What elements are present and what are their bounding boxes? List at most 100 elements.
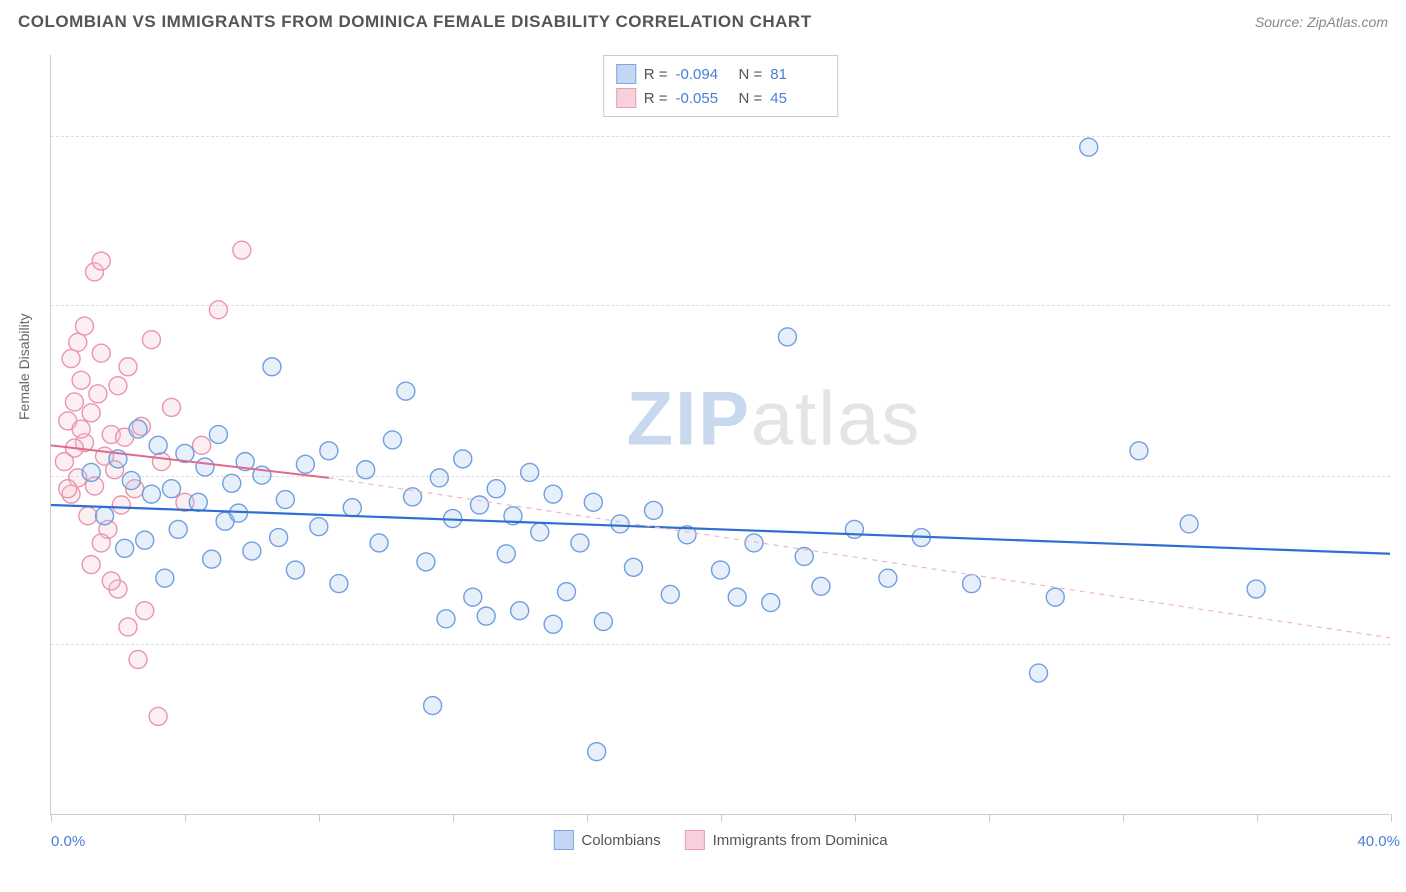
data-point [477, 607, 495, 625]
source-prefix: Source: [1255, 14, 1307, 30]
data-point [276, 491, 294, 509]
x-axis-max-label: 40.0% [1357, 833, 1400, 850]
data-point [82, 556, 100, 574]
data-point [142, 485, 160, 503]
scatter-chart: ZIPatlas 6.3%12.5%18.8%25.0% R = -0.094 … [50, 55, 1390, 815]
swatch-colombians [616, 64, 636, 84]
data-point [320, 442, 338, 460]
data-point [69, 333, 87, 351]
data-point [82, 404, 100, 422]
data-point [370, 534, 388, 552]
x-tick [319, 814, 320, 822]
data-point [430, 469, 448, 487]
data-point [357, 461, 375, 479]
legend-item-colombians: Colombians [553, 830, 660, 850]
n-value-dominica: 45 [770, 90, 825, 107]
data-point [65, 393, 83, 411]
data-point [795, 547, 813, 565]
data-point [594, 613, 612, 631]
y-axis-label: Female Disability [16, 313, 32, 420]
data-point [122, 472, 140, 490]
data-point [163, 398, 181, 416]
data-point [531, 523, 549, 541]
data-point [263, 358, 281, 376]
data-point [62, 350, 80, 368]
y-tick-label: 6.3% [1402, 635, 1406, 652]
data-point [156, 569, 174, 587]
source-name: ZipAtlas.com [1307, 14, 1388, 30]
data-point [149, 436, 167, 454]
data-point [879, 569, 897, 587]
chart-title: COLOMBIAN VS IMMIGRANTS FROM DOMINICA FE… [18, 12, 812, 32]
data-point [497, 545, 515, 563]
data-point [96, 507, 114, 525]
x-tick [989, 814, 990, 822]
data-point [588, 743, 606, 761]
data-point [169, 520, 187, 538]
data-point [270, 529, 288, 547]
data-point [243, 542, 261, 560]
data-point [209, 426, 227, 444]
data-point [745, 534, 763, 552]
data-point [136, 531, 154, 549]
data-point [92, 344, 110, 362]
data-point [310, 518, 328, 536]
data-point [129, 420, 147, 438]
swatch-dominica [616, 88, 636, 108]
data-point [116, 539, 134, 557]
plot-area [51, 55, 1390, 814]
data-point [102, 572, 120, 590]
legend-series: Colombians Immigrants from Dominica [553, 830, 887, 850]
data-point [424, 697, 442, 715]
data-point [437, 610, 455, 628]
data-point [152, 453, 170, 471]
data-point [129, 651, 147, 669]
data-point [203, 550, 221, 568]
data-point [397, 382, 415, 400]
data-point [762, 594, 780, 612]
data-point [92, 252, 110, 270]
data-point [189, 493, 207, 511]
data-point [1030, 664, 1048, 682]
x-tick [1257, 814, 1258, 822]
r-value-dominica: -0.055 [676, 90, 731, 107]
x-tick [587, 814, 588, 822]
data-point [558, 583, 576, 601]
legend-label-colombians: Colombians [581, 832, 660, 849]
data-point [845, 520, 863, 538]
data-point [163, 480, 181, 498]
data-point [109, 377, 127, 395]
data-point [611, 515, 629, 533]
data-point [511, 602, 529, 620]
swatch-colombians [553, 830, 573, 850]
data-point [75, 317, 93, 335]
data-point [82, 463, 100, 481]
data-point [521, 463, 539, 481]
y-tick-label: 18.8% [1402, 296, 1406, 313]
data-point [1130, 442, 1148, 460]
data-point [963, 575, 981, 593]
legend-item-dominica: Immigrants from Dominica [685, 830, 888, 850]
data-point [728, 588, 746, 606]
data-point [712, 561, 730, 579]
r-value-colombians: -0.094 [676, 66, 731, 83]
legend-row-colombians: R = -0.094 N = 81 [616, 62, 826, 86]
data-point [72, 420, 90, 438]
x-tick [185, 814, 186, 822]
data-point [92, 534, 110, 552]
data-point [223, 474, 241, 492]
data-point [136, 602, 154, 620]
data-point [79, 507, 97, 525]
data-point [196, 458, 214, 476]
data-point [464, 588, 482, 606]
data-point [233, 241, 251, 259]
x-tick [51, 814, 52, 822]
data-point [571, 534, 589, 552]
r-label: R = [644, 90, 668, 107]
legend-row-dominica: R = -0.055 N = 45 [616, 86, 826, 110]
source-attribution: Source: ZipAtlas.com [1255, 14, 1388, 30]
data-point [544, 485, 562, 503]
data-point [1247, 580, 1265, 598]
x-axis-min-label: 0.0% [51, 833, 85, 850]
data-point [470, 496, 488, 514]
